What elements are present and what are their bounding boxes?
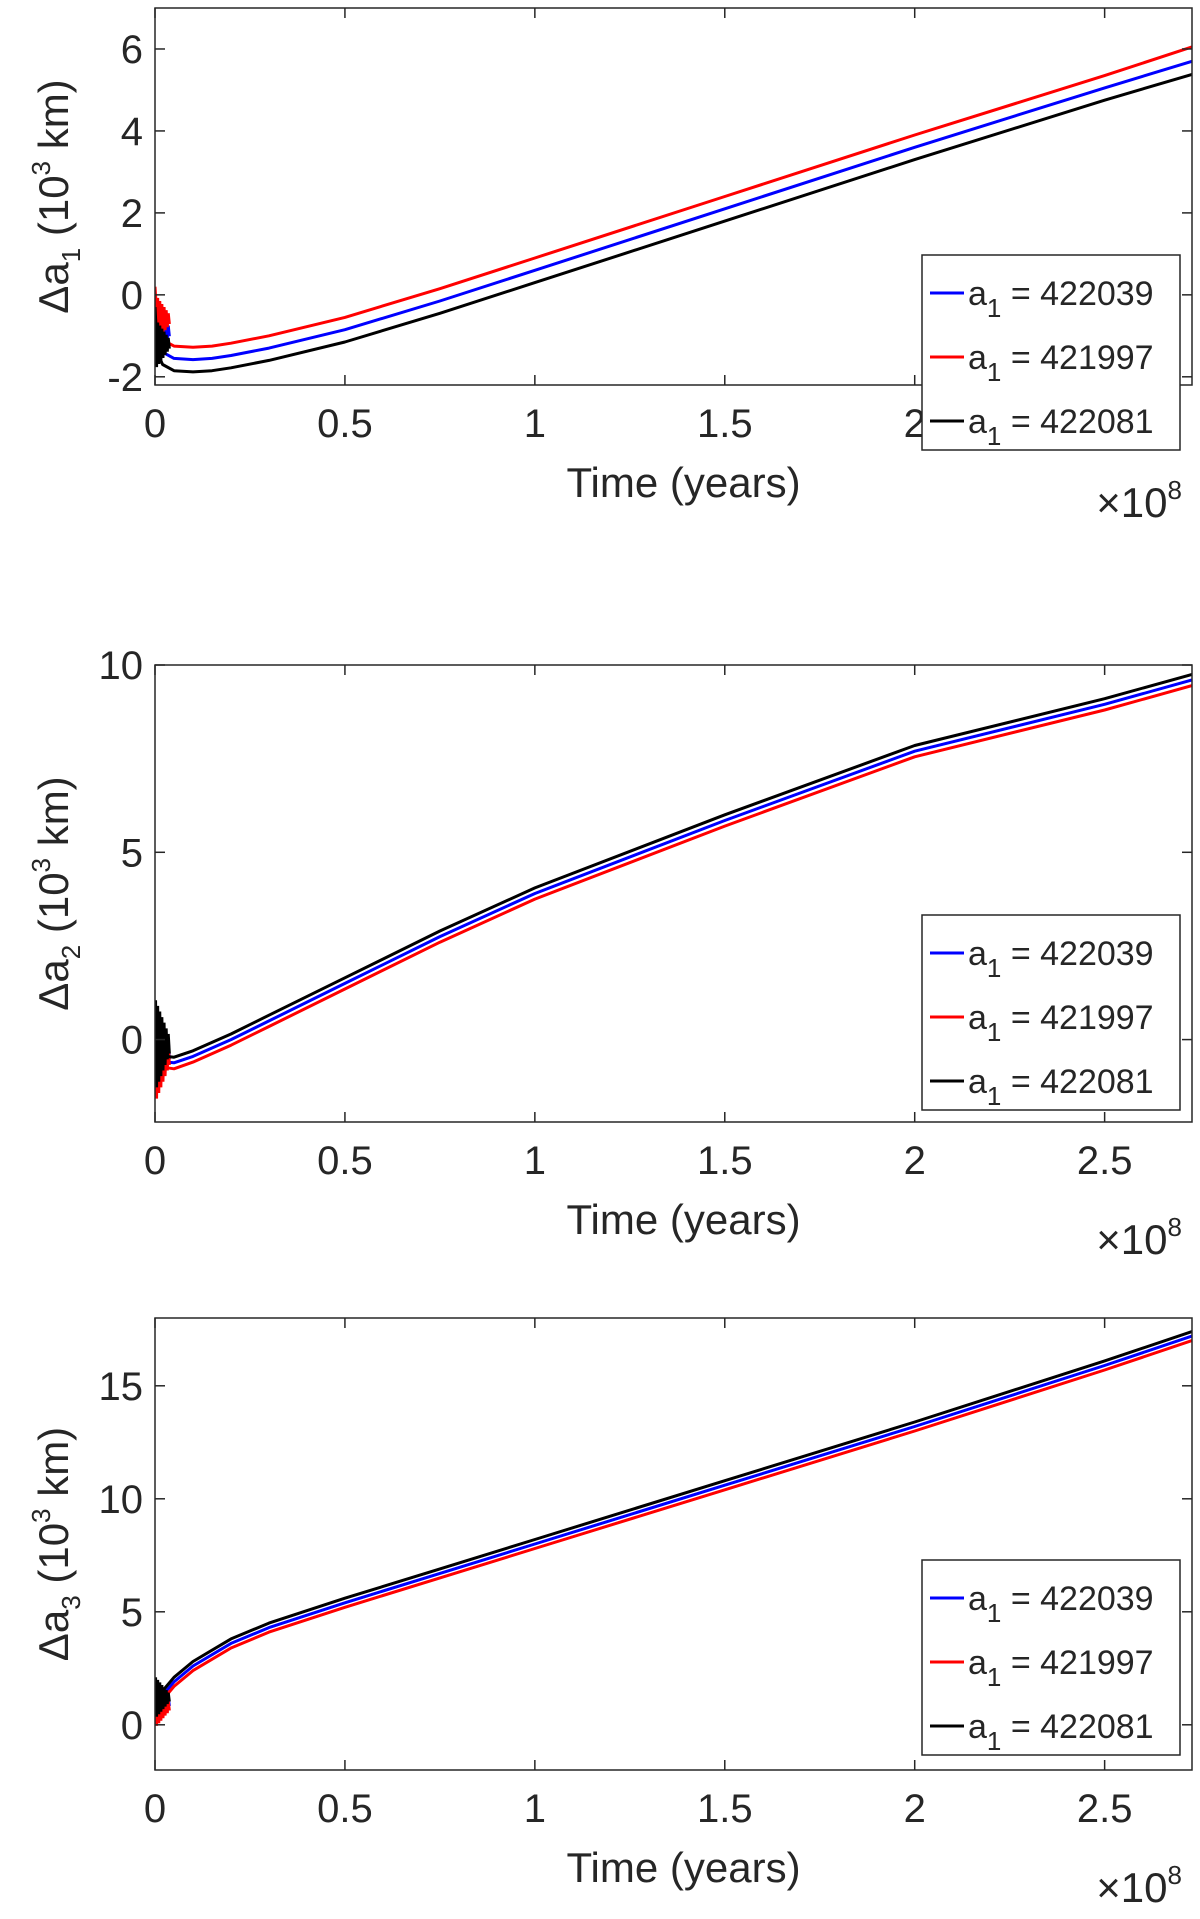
x-tick-label: 2.5 <box>1077 1787 1133 1831</box>
y-axis-label: Δa3 (103 km) <box>26 1427 86 1661</box>
y-tick-label: 6 <box>121 28 143 72</box>
series-oscillation-3 <box>155 1000 171 1088</box>
legend-box <box>921 914 1181 1111</box>
x-exponent-label: ×108 <box>1096 1212 1182 1263</box>
y-axis-label: Δa2 (103 km) <box>26 776 86 1010</box>
x-tick-label: 2 <box>904 1787 926 1831</box>
legend-entry: a1 = 422081 <box>968 1708 1154 1756</box>
legend-entry: a1 = 422081 <box>968 403 1154 451</box>
series-oscillation-2 <box>155 294 171 343</box>
y-tick-label: 0 <box>121 1704 143 1748</box>
axes-box <box>154 7 1193 386</box>
legend-entry: a1 = 422039 <box>968 1580 1154 1628</box>
legend: a1 = 422039 a1 = 421997 a1 = 422081 <box>921 914 1181 1111</box>
legend: a1 = 422039 a1 = 421997 a1 = 422081 <box>921 1559 1181 1756</box>
y-tick-label: 0 <box>121 274 143 318</box>
chart-panel-2: 0 0.5 1 1.5 2 2.5 0 5 10 Time (years) ×108 Δa2 (103… <box>26 644 1193 1263</box>
legend-entry: a1 = 422081 <box>968 1063 1154 1111</box>
x-tick-label: 2 <box>904 1139 926 1183</box>
y-tick-label: 5 <box>121 831 143 875</box>
x-tick-label: 1.5 <box>697 402 753 446</box>
axes-box <box>154 1317 1193 1771</box>
chart-panel-3: 0 0.5 1 1.5 2 2.5 0 5 10 15 Time (years) ×108 Δa3 (1… <box>26 1317 1193 1911</box>
x-tick-label: 1.5 <box>697 1139 753 1183</box>
x-axis-label: Time (years) <box>566 1196 800 1243</box>
series-group <box>155 1330 1192 1726</box>
legend-entry: a1 = 422039 <box>968 275 1154 323</box>
legend-entry: a1 = 422039 <box>968 935 1154 983</box>
x-tick-label: 0 <box>144 1139 166 1183</box>
legend-entry: a1 = 421997 <box>968 1644 1154 1692</box>
y-tick-label: 10 <box>99 644 144 688</box>
x-tick-label: 2.5 <box>1077 1139 1133 1183</box>
legend-box <box>921 1559 1181 1756</box>
series-group <box>155 672 1192 1099</box>
axes-box <box>154 664 1193 1123</box>
x-tick-label: 0.5 <box>317 402 373 446</box>
x-tick-label: 0 <box>144 402 166 446</box>
y-tick-label: 5 <box>121 1591 143 1635</box>
x-tick-label: 0.5 <box>317 1787 373 1831</box>
x-tick-label: 1 <box>524 1787 546 1831</box>
series-group <box>155 45 1192 374</box>
x-tick-label: 0 <box>144 1787 166 1831</box>
y-tick-label: 4 <box>121 110 143 154</box>
x-tick-label: 0.5 <box>317 1139 373 1183</box>
x-tick-label: 1 <box>524 402 546 446</box>
legend-entry: a1 = 421997 <box>968 999 1154 1047</box>
x-tick-label: 2 <box>904 402 926 446</box>
y-tick-label: 2 <box>121 192 143 236</box>
y-tick-label: 0 <box>121 1019 143 1063</box>
legend: a1 = 422039 a1 = 421997 a1 = 422081 <box>921 254 1181 451</box>
x-axis-label: Time (years) <box>566 1844 800 1891</box>
series-oscillation-3 <box>155 319 171 368</box>
y-axis-label: Δa1 (103 km) <box>26 79 86 313</box>
x-axis-label: Time (years) <box>566 459 800 506</box>
y-tick-label: -2 <box>107 356 143 400</box>
legend-entry: a1 = 421997 <box>968 339 1154 387</box>
series-oscillation-3 <box>155 1677 171 1717</box>
x-exponent-label: ×108 <box>1096 475 1182 526</box>
x-exponent-label: ×108 <box>1096 1860 1182 1911</box>
legend-box <box>921 254 1181 451</box>
x-tick-label: 1.5 <box>697 1787 753 1831</box>
y-tick-label: 10 <box>99 1478 144 1522</box>
y-tick-label: 15 <box>99 1365 144 1409</box>
x-tick-label: 1 <box>524 1139 546 1183</box>
